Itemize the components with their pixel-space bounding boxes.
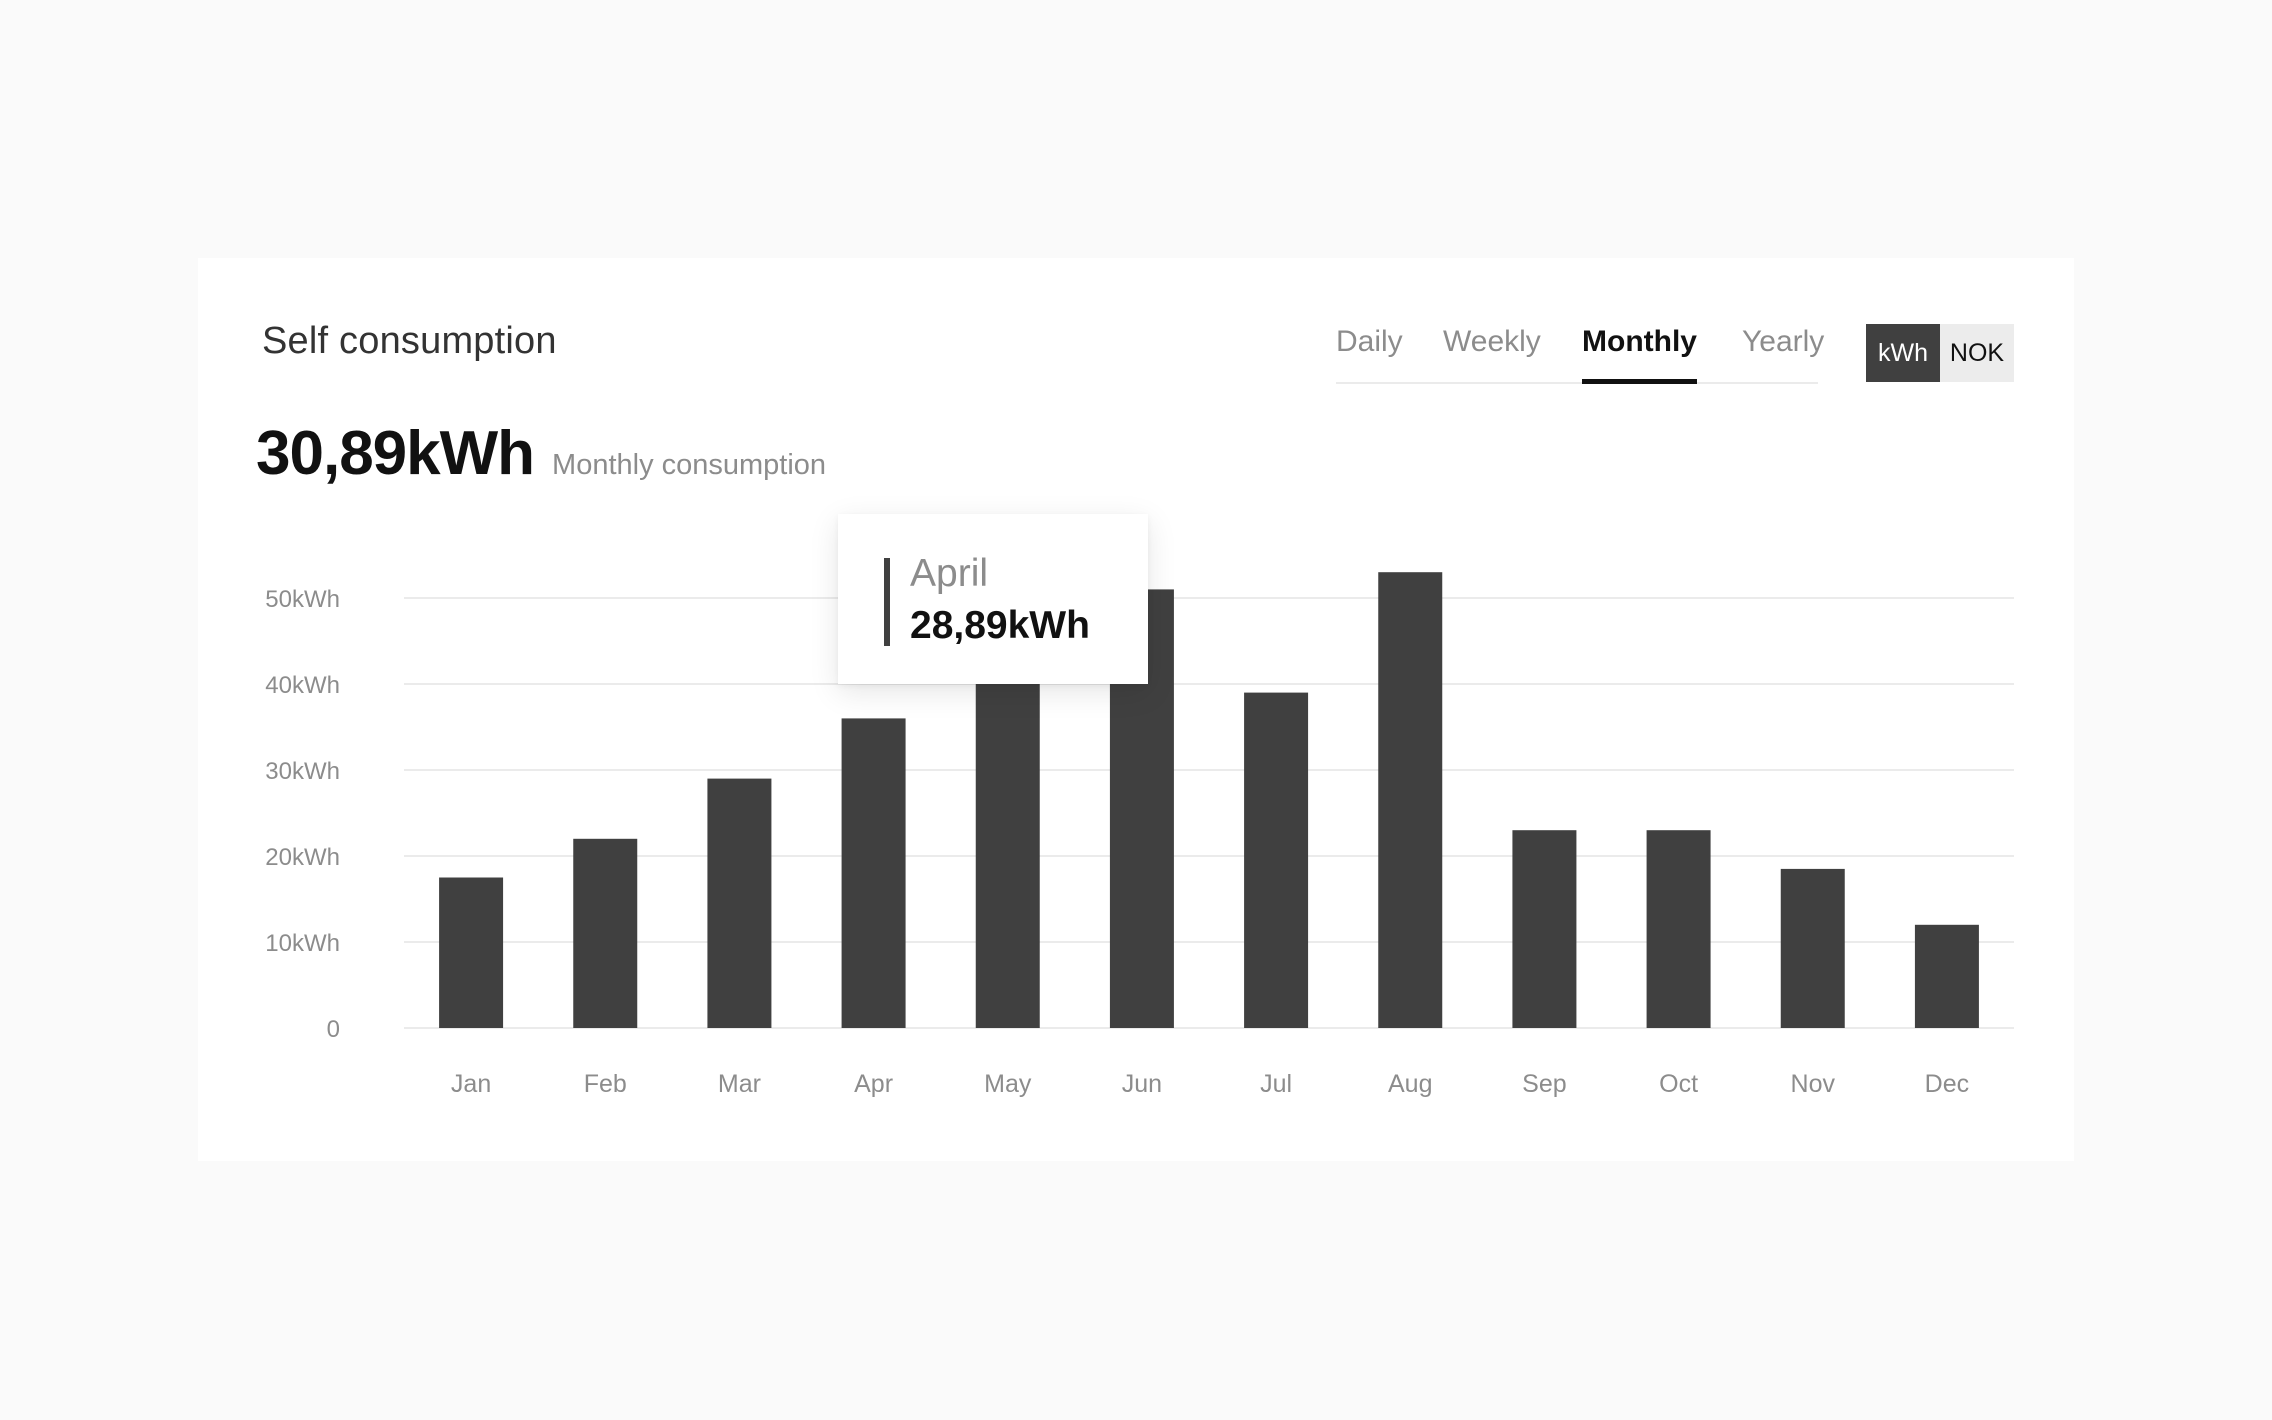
bar-chart: 0 10kWh 20kWh 30kWh 40kWh 50kWh Jan Feb Mar Apr Ma… <box>265 572 2014 1098</box>
tab-yearly[interactable]: Yearly <box>1742 325 1825 358</box>
x-tick-label: Jun <box>1122 1070 1162 1098</box>
x-tick-label: Apr <box>854 1070 893 1098</box>
unit-kwh-button[interactable]: kWh <box>1866 324 1940 382</box>
bar-dec[interactable] <box>1914 924 1979 1028</box>
y-tick-label: 10kWh <box>265 930 340 957</box>
bar-jan[interactable] <box>439 877 504 1029</box>
bar-oct[interactable] <box>1646 830 1711 1028</box>
x-tick-label: Dec <box>1925 1070 1969 1098</box>
summary-value: 30,89kWh <box>256 419 535 488</box>
unit-nok-button[interactable]: NOK <box>1940 324 2014 382</box>
y-tick-label: 40kWh <box>265 672 340 699</box>
x-tick-label: Jul <box>1260 1070 1292 1098</box>
tooltip-value: 28,89kWh <box>910 604 1090 647</box>
bar-may[interactable] <box>975 684 1040 1028</box>
bar-mar[interactable] <box>707 778 772 1028</box>
card-title: Self consumption <box>262 320 557 362</box>
y-tick-label: 0 <box>327 1016 340 1043</box>
tab-daily[interactable]: Daily <box>1336 325 1403 358</box>
bar-jul[interactable] <box>1244 692 1309 1028</box>
bar-nov[interactable] <box>1780 868 1845 1028</box>
x-tick-label: May <box>984 1070 1032 1098</box>
x-tick-label: Aug <box>1388 1070 1432 1098</box>
tab-weekly[interactable]: Weekly <box>1443 325 1541 358</box>
x-tick-label: Jan <box>451 1070 491 1098</box>
y-tick-label: 30kWh <box>265 758 340 785</box>
unit-toggle: kWh NOK <box>1866 324 2014 382</box>
bar-feb[interactable] <box>573 838 638 1028</box>
x-tick-label: Oct <box>1659 1070 1698 1098</box>
summary: 30,89kWh Monthly consumption <box>256 418 826 489</box>
y-tick-label: 50kWh <box>265 586 340 613</box>
x-tick-label: Feb <box>584 1070 627 1098</box>
tooltip-accent-bar <box>884 558 890 646</box>
y-tick-label: 20kWh <box>265 844 340 871</box>
bar-apr[interactable] <box>841 718 906 1028</box>
tab-monthly[interactable]: Monthly <box>1582 320 1697 384</box>
x-tick-label: Nov <box>1791 1070 1836 1098</box>
period-tabs: Daily Weekly Monthly Yearly <box>1336 320 1824 384</box>
self-consumption-card: Self consumption Daily Weekly Monthly Ye… <box>198 258 2074 1161</box>
bar-sep[interactable] <box>1512 830 1577 1028</box>
bar-tooltip: April 28,89kWh <box>838 514 1148 684</box>
x-tick-label: Mar <box>718 1070 761 1098</box>
tooltip-label: April <box>910 552 989 595</box>
summary-label: Monthly consumption <box>552 449 827 481</box>
bar-aug[interactable] <box>1378 572 1443 1028</box>
x-tick-label: Sep <box>1522 1070 1566 1098</box>
